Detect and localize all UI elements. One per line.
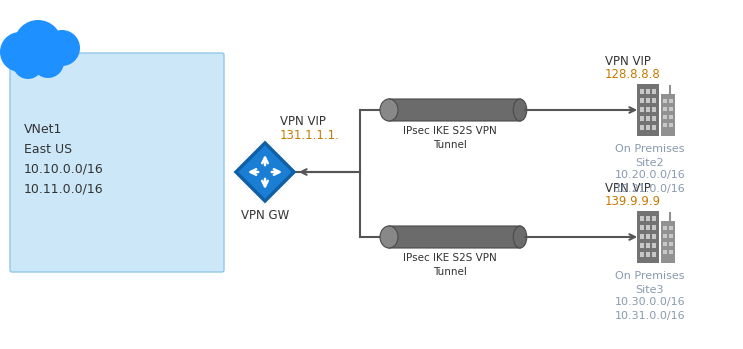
Ellipse shape	[513, 99, 527, 121]
Bar	[663, 250, 667, 254]
FancyBboxPatch shape	[388, 99, 521, 121]
Text: 131.1.1.1.: 131.1.1.1.	[280, 129, 340, 142]
Bar	[652, 98, 656, 103]
Bar	[669, 226, 673, 230]
Bar	[652, 216, 656, 221]
Bar	[646, 116, 650, 121]
Circle shape	[32, 46, 64, 78]
Bar	[646, 107, 650, 112]
Text: VPN VIP: VPN VIP	[605, 182, 651, 195]
Bar	[640, 216, 644, 221]
Bar	[663, 123, 667, 127]
Bar	[663, 115, 667, 119]
Bar	[669, 250, 673, 254]
Circle shape	[0, 32, 40, 72]
Bar	[663, 99, 667, 103]
Bar	[652, 116, 656, 121]
Bar	[669, 115, 673, 119]
Bar	[640, 243, 644, 248]
FancyBboxPatch shape	[388, 226, 521, 248]
Bar	[640, 252, 644, 257]
Bar	[640, 98, 644, 103]
Bar	[640, 89, 644, 94]
Text: On Premises
Site2: On Premises Site2	[615, 144, 685, 168]
Bar	[669, 107, 673, 111]
Bar	[652, 125, 656, 130]
Bar	[652, 107, 656, 112]
Bar	[652, 89, 656, 94]
Bar	[669, 242, 673, 246]
Bar	[652, 234, 656, 239]
Bar	[661, 94, 675, 136]
Bar	[646, 216, 650, 221]
Ellipse shape	[380, 226, 398, 248]
Text: On Premises
Site3: On Premises Site3	[615, 271, 685, 295]
Bar	[646, 234, 650, 239]
Bar	[646, 125, 650, 130]
Circle shape	[13, 49, 43, 79]
Bar	[646, 98, 650, 103]
Text: IPsec IKE S2S VPN
Tunnel: IPsec IKE S2S VPN Tunnel	[403, 253, 497, 277]
Bar	[646, 243, 650, 248]
Bar	[640, 225, 644, 230]
Bar	[663, 107, 667, 111]
Text: 10.30.0.0/16
10.31.0.0/16: 10.30.0.0/16 10.31.0.0/16	[614, 297, 685, 321]
Bar	[652, 243, 656, 248]
Ellipse shape	[380, 99, 398, 121]
Bar	[646, 252, 650, 257]
Bar	[669, 123, 673, 127]
Text: 139.9.9.9: 139.9.9.9	[605, 195, 661, 208]
Circle shape	[14, 20, 62, 68]
Ellipse shape	[513, 226, 527, 248]
Bar	[663, 226, 667, 230]
Bar	[637, 84, 659, 136]
Bar	[652, 225, 656, 230]
Bar	[637, 211, 659, 263]
Bar	[652, 252, 656, 257]
Bar	[646, 89, 650, 94]
Text: VPN GW: VPN GW	[241, 209, 289, 222]
Text: 10.20.0.0/16
10.21.0.0/16: 10.20.0.0/16 10.21.0.0/16	[614, 170, 685, 194]
Bar	[663, 242, 667, 246]
Circle shape	[44, 30, 80, 66]
Text: VPN VIP: VPN VIP	[280, 115, 326, 128]
Text: IPsec IKE S2S VPN
Tunnel: IPsec IKE S2S VPN Tunnel	[403, 126, 497, 150]
Bar	[661, 221, 675, 263]
Bar	[663, 234, 667, 238]
Bar	[646, 225, 650, 230]
Text: 128.8.8.8: 128.8.8.8	[605, 68, 661, 81]
Bar	[669, 99, 673, 103]
FancyBboxPatch shape	[10, 53, 224, 272]
Bar	[640, 116, 644, 121]
Text: VPN VIP: VPN VIP	[605, 55, 651, 68]
Text: VNet1
East US
10.10.0.0/16
10.11.0.0/16: VNet1 East US 10.10.0.0/16 10.11.0.0/16	[24, 123, 104, 196]
Bar	[640, 125, 644, 130]
Bar	[640, 107, 644, 112]
Polygon shape	[236, 143, 294, 201]
Bar	[640, 234, 644, 239]
Bar	[669, 234, 673, 238]
